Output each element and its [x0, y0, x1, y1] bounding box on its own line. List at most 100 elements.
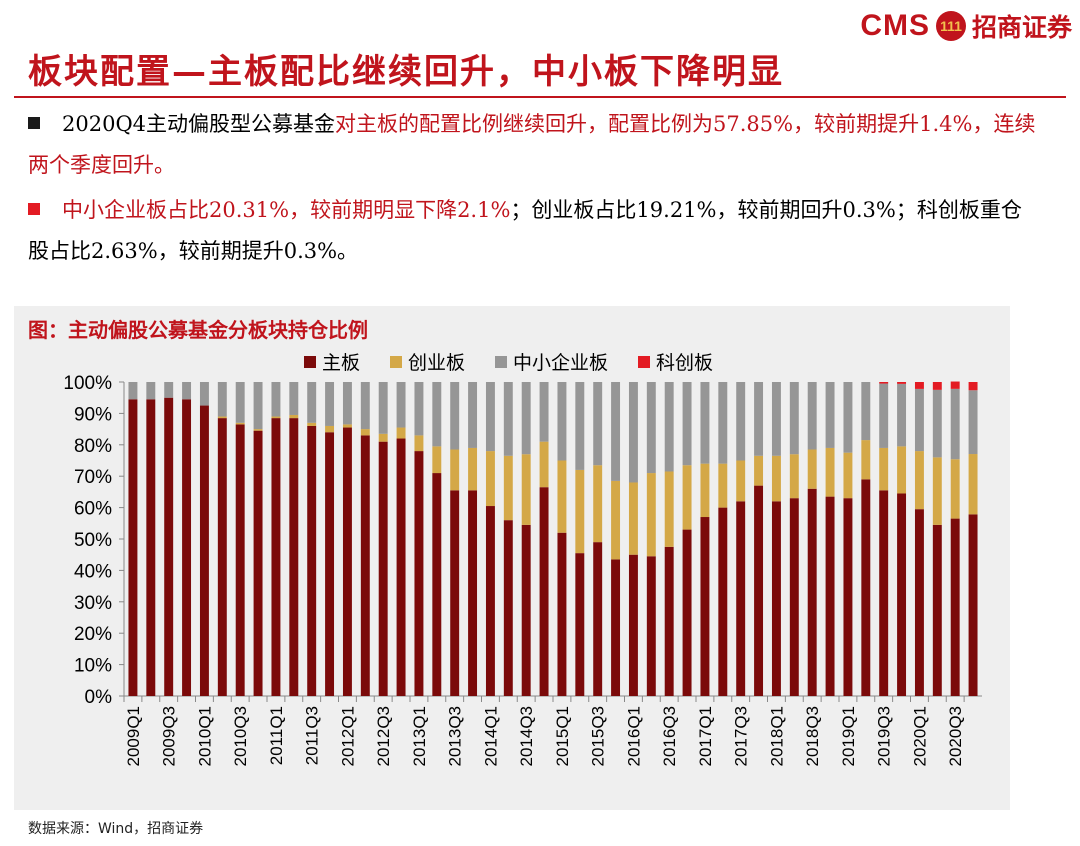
chart-title: 图：主动偏股公募基金分板块持仓比例: [28, 318, 368, 342]
bar-segment: [611, 559, 621, 696]
x-tick-label: 2009Q1: [124, 706, 143, 767]
y-tick-label: 60%: [74, 499, 112, 520]
bar-segment: [646, 473, 656, 557]
bar-segment: [968, 390, 978, 455]
brand-chinese: 招商证券: [971, 13, 1072, 42]
bar-segment: [736, 501, 746, 696]
bullet-square-icon: [28, 202, 40, 215]
bar-segment: [235, 424, 245, 696]
bar-segment: [932, 382, 942, 390]
bar-segment: [325, 425, 335, 433]
bar-segment: [593, 465, 603, 543]
bar-segment: [450, 490, 460, 696]
source-note: 数据来源：Wind，招商证券: [28, 821, 204, 837]
x-tick-label: 2015Q1: [553, 706, 572, 767]
legend-item: 主板: [304, 348, 360, 375]
brand-logo: CMS 111 招商证券: [860, 8, 1072, 44]
bullet-1: 2020Q4主动偏股型公募基金对主板的配置比例继续回升，配置比例为57.85%，…: [28, 104, 1038, 186]
bar-segment: [521, 524, 531, 696]
x-tick-label: 2019Q1: [839, 706, 858, 767]
bar-segment: [396, 382, 406, 428]
bar-segment: [235, 422, 245, 425]
bar-segment: [271, 416, 281, 419]
bar-segment: [771, 455, 781, 502]
legend-item: 科创板: [638, 348, 713, 375]
y-tick-label: 50%: [74, 530, 112, 551]
x-tick-label: 2014Q3: [517, 706, 536, 767]
bar-segment: [378, 433, 388, 442]
bar-segment: [736, 460, 746, 502]
bar-segment: [450, 382, 460, 450]
x-tick-label: 2019Q3: [875, 706, 894, 767]
bar-segment: [879, 383, 889, 448]
logo-icon: 111: [935, 11, 966, 41]
x-tick-label: 2012Q3: [374, 706, 393, 767]
bar-segment: [307, 422, 317, 426]
bullet-2: 中小企业板占比20.31%，较前期明显下降2.1%；创业板占比19.21%，较前…: [28, 190, 1038, 272]
bar-segment: [360, 382, 370, 430]
bullet-1-text-a: 2020Q4主动偏股型公募基金: [62, 112, 336, 136]
bar-segment: [968, 382, 978, 391]
bar-segment: [664, 546, 674, 696]
bar-segment: [825, 382, 835, 448]
bar-segment: [861, 440, 871, 480]
bar-segment: [342, 382, 352, 425]
bar-segment: [950, 518, 960, 696]
bar-segment: [950, 388, 960, 460]
bar-segment: [825, 496, 835, 696]
y-tick-label: 40%: [74, 561, 112, 582]
bar-segment: [718, 463, 728, 508]
x-tick-label: 2010Q3: [231, 706, 250, 767]
bar-segment: [611, 480, 621, 560]
bar-segment: [914, 451, 924, 510]
bar-segment: [325, 382, 335, 426]
x-tick-label: 2009Q3: [160, 706, 179, 767]
bar-segment: [146, 399, 156, 696]
bar-segment: [271, 418, 281, 696]
x-tick-label: 2020Q3: [946, 706, 965, 767]
x-tick-label: 2016Q3: [660, 706, 679, 767]
bar-segment: [432, 473, 442, 696]
bar-segment: [468, 382, 478, 448]
bar-segment: [253, 382, 263, 430]
x-tick-label: 2012Q1: [338, 706, 357, 767]
x-tick-label: 2018Q3: [803, 706, 822, 767]
bar-segment: [182, 399, 192, 696]
bar-segment: [503, 455, 513, 521]
bar-segment: [861, 382, 871, 441]
bar-segment: [539, 441, 549, 488]
bar-segment: [646, 382, 656, 474]
bar-segment: [932, 457, 942, 525]
bar-segment: [128, 382, 138, 400]
bar-segment: [879, 382, 889, 384]
bar-segment: [271, 382, 281, 417]
bar-segment: [485, 382, 495, 452]
bar-segment: [914, 382, 924, 389]
bar-segment: [235, 382, 245, 423]
x-tick-label: 2020Q1: [910, 706, 929, 767]
x-tick-label: 2014Q1: [481, 706, 500, 767]
title-divider: [14, 96, 1066, 98]
legend-label: 创业板: [408, 352, 466, 374]
bar-segment: [360, 429, 370, 436]
bar-segment: [378, 441, 388, 696]
bar-segment: [950, 459, 960, 519]
x-tick-label: 2011Q3: [303, 706, 322, 765]
bar-segment: [843, 382, 853, 453]
y-tick-label: 80%: [74, 436, 112, 457]
legend-swatch: [638, 355, 651, 368]
bar-segment: [378, 382, 388, 434]
stacked-bar-chart: 100% 90% 80% 70% 60% 50% 40% 30% 20% 10% 0% 2009Q1 2…: [63, 373, 982, 767]
bar-segment: [861, 479, 871, 696]
logo-mark-text: 111: [940, 18, 962, 34]
bar-segment: [557, 532, 567, 696]
bar-segment: [199, 382, 209, 406]
legend-swatch: [304, 355, 316, 368]
bar-segment: [289, 418, 299, 696]
bar-segment: [199, 405, 209, 696]
bar-segment: [879, 447, 889, 491]
bar-segment: [593, 542, 603, 696]
x-tick-label: 2016Q1: [624, 706, 643, 767]
chart-panel: 图：主动偏股公募基金分板块持仓比例 主板 创业板 中小企业板 科创板 100% 90% 8…: [14, 306, 1010, 810]
bar-segment: [682, 382, 692, 466]
